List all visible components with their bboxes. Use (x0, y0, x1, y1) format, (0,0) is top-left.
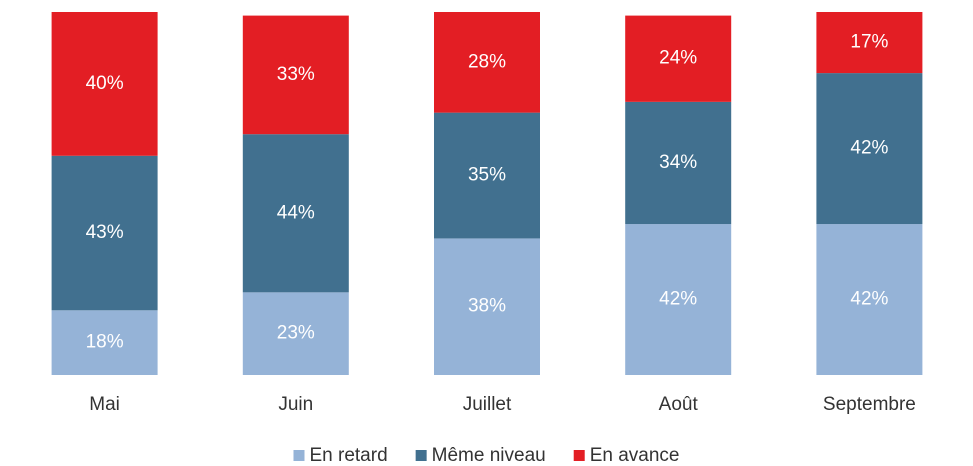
data-label: 42% (850, 138, 888, 159)
legend-label: Même niveau (432, 445, 546, 466)
legend-swatch (293, 450, 305, 461)
bar-segment (51, 155, 158, 311)
data-label: 34% (659, 152, 697, 173)
data-label: 23% (277, 323, 315, 344)
x-tick-label: Septembre (823, 394, 916, 415)
bar-segment (242, 134, 349, 293)
bar-segment (242, 292, 349, 375)
data-label: 18% (86, 332, 124, 353)
bar-segment (242, 15, 349, 135)
data-label: 43% (86, 222, 124, 243)
bar-segment (625, 15, 732, 102)
data-label: 44% (277, 202, 315, 223)
bar-segment (816, 12, 923, 74)
x-tick-label: Juillet (463, 394, 512, 415)
data-label: 35% (468, 165, 506, 186)
bar-segment (625, 224, 732, 375)
x-tick-label: Juin (278, 394, 313, 415)
data-label: 40% (86, 73, 124, 94)
legend-swatch (415, 450, 427, 461)
bar-segment (51, 12, 158, 156)
data-label: 33% (277, 64, 315, 85)
legend-swatch (573, 450, 585, 461)
data-label: 42% (659, 289, 697, 310)
data-label: 42% (850, 289, 888, 310)
bar-segment (625, 101, 732, 225)
data-label: 24% (659, 48, 697, 69)
bar-segment (816, 73, 923, 225)
x-tick-label: Mai (89, 394, 120, 415)
data-label: 28% (468, 51, 506, 72)
bar-segment (434, 112, 540, 239)
data-label: 38% (468, 296, 506, 317)
legend-label: En retard (309, 445, 387, 466)
bar-segment (434, 238, 540, 375)
data-label: 17% (850, 32, 888, 53)
legend-label: En avance (590, 445, 680, 466)
bar-segment (51, 310, 158, 375)
x-tick-label: Août (659, 394, 699, 415)
bar-segment (434, 12, 540, 113)
bar-segment (816, 224, 923, 375)
